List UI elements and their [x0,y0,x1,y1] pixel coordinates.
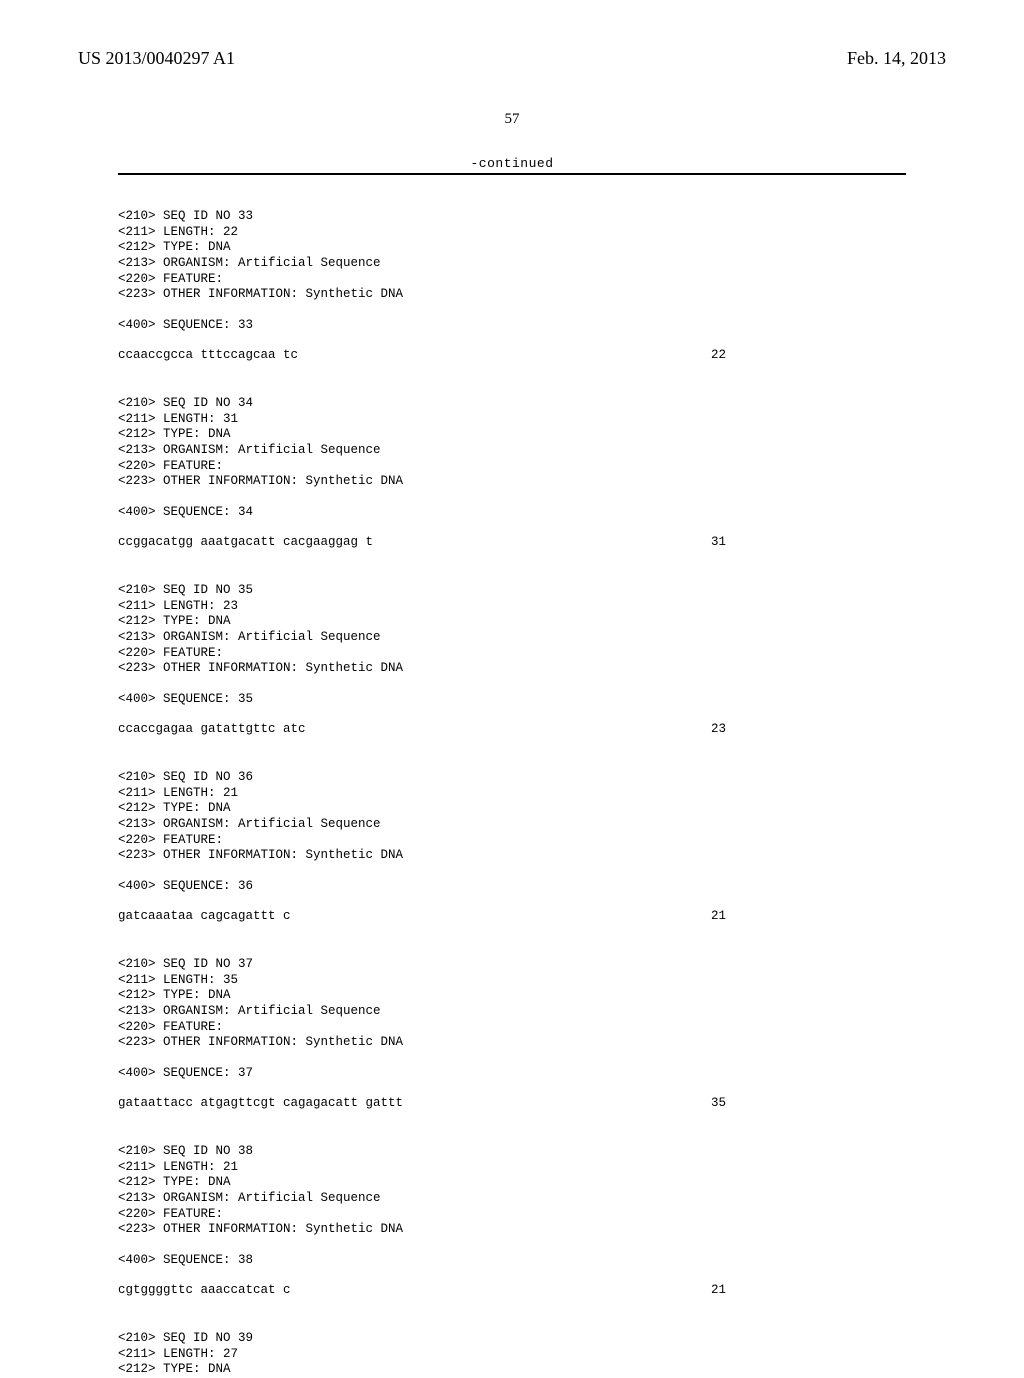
sequence-tag-line: <223> OTHER INFORMATION: Synthetic DNA [118,848,906,864]
sequence-length: 23 [711,722,730,738]
sequence-data-line: gatcaaataa cagcagattt c 21 [118,909,730,925]
sequence-entry: <210> SEQ ID NO 36<211> LENGTH: 21<212> … [118,770,906,925]
sequence-entry: <210> SEQ ID NO 35<211> LENGTH: 23<212> … [118,583,906,738]
sequence-tag-line: <210> SEQ ID NO 39 [118,1331,906,1347]
sequence-tag-line: <223> OTHER INFORMATION: Synthetic DNA [118,474,906,490]
sequence-entry: <210> SEQ ID NO 38<211> LENGTH: 21<212> … [118,1144,906,1299]
sequence-tag-line: <213> ORGANISM: Artificial Sequence [118,1004,906,1020]
sequence-tag-line: <213> ORGANISM: Artificial Sequence [118,817,906,833]
sequence-length: 22 [711,348,730,364]
sequence-tag-line: <212> TYPE: DNA [118,801,906,817]
sequence-tag-line: <210> SEQ ID NO 36 [118,770,906,786]
sequence-tag-line: <211> LENGTH: 23 [118,599,906,615]
sequence-tag-line: <220> FEATURE: [118,1207,906,1223]
sequence-tag-line: <210> SEQ ID NO 35 [118,583,906,599]
sequence-text: ccaccgagaa gatattgttc atc [118,722,306,738]
sequence-tag-line: <211> LENGTH: 21 [118,1160,906,1176]
sequence-tag-line: <211> LENGTH: 21 [118,786,906,802]
sequence-tag-line: <212> TYPE: DNA [118,427,906,443]
sequence-label: <400> SEQUENCE: 36 [118,879,906,895]
sequence-tag-line: <212> TYPE: DNA [118,1362,906,1378]
sequence-label: <400> SEQUENCE: 37 [118,1066,906,1082]
sequence-tag-line: <212> TYPE: DNA [118,988,906,1004]
sequence-text: gataattacc atgagttcgt cagagacatt gattt [118,1096,403,1112]
sequence-tag-line: <223> OTHER INFORMATION: Synthetic DNA [118,1035,906,1051]
sequence-entry: <210> SEQ ID NO 37<211> LENGTH: 35<212> … [118,957,906,1112]
sequence-tag-line: <211> LENGTH: 27 [118,1347,906,1363]
sequence-label: <400> SEQUENCE: 33 [118,318,906,334]
sequence-text: ccaaccgcca tttccagcaa tc [118,348,298,364]
sequence-listing: <210> SEQ ID NO 33<211> LENGTH: 22<212> … [118,209,906,1378]
sequence-label: <400> SEQUENCE: 35 [118,692,906,708]
sequence-tag-line: <211> LENGTH: 22 [118,225,906,241]
sequence-entry: <210> SEQ ID NO 33<211> LENGTH: 22<212> … [118,209,906,364]
sequence-entry: <210> SEQ ID NO 34<211> LENGTH: 31<212> … [118,396,906,551]
section-divider [118,173,906,175]
sequence-text: ccggacatgg aaatgacatt cacgaaggag t [118,535,373,551]
sequence-tag-line: <210> SEQ ID NO 38 [118,1144,906,1160]
sequence-tag-line: <210> SEQ ID NO 37 [118,957,906,973]
sequence-data-line: gataattacc atgagttcgt cagagacatt gattt 35 [118,1096,730,1112]
publication-date: Feb. 14, 2013 [847,48,946,69]
sequence-tag-line: <211> LENGTH: 31 [118,412,906,428]
sequence-tag-line: <210> SEQ ID NO 33 [118,209,906,225]
sequence-tag-line: <220> FEATURE: [118,833,906,849]
sequence-tag-line: <220> FEATURE: [118,459,906,475]
sequence-tag-line: <213> ORGANISM: Artificial Sequence [118,1191,906,1207]
sequence-tag-line: <210> SEQ ID NO 34 [118,396,906,412]
sequence-length: 31 [711,535,730,551]
sequence-entry: <210> SEQ ID NO 39<211> LENGTH: 27<212> … [118,1331,906,1378]
sequence-tag-line: <223> OTHER INFORMATION: Synthetic DNA [118,661,906,677]
sequence-tag-line: <211> LENGTH: 35 [118,973,906,989]
continued-label: -continued [0,156,1024,171]
sequence-tag-line: <220> FEATURE: [118,1020,906,1036]
sequence-tag-line: <213> ORGANISM: Artificial Sequence [118,443,906,459]
page-number: 57 [0,111,1024,128]
sequence-text: cgtggggttc aaaccatcat c [118,1283,291,1299]
sequence-tag-line: <213> ORGANISM: Artificial Sequence [118,256,906,272]
sequence-tag-line: <223> OTHER INFORMATION: Synthetic DNA [118,1222,906,1238]
sequence-data-line: ccggacatgg aaatgacatt cacgaaggag t 31 [118,535,730,551]
sequence-label: <400> SEQUENCE: 34 [118,505,906,521]
sequence-tag-line: <220> FEATURE: [118,272,906,288]
sequence-length: 21 [711,909,730,925]
sequence-data-line: ccaccgagaa gatattgttc atc 23 [118,722,730,738]
sequence-label: <400> SEQUENCE: 38 [118,1253,906,1269]
sequence-tag-line: <212> TYPE: DNA [118,240,906,256]
sequence-tag-line: <220> FEATURE: [118,646,906,662]
page-header: US 2013/0040297 A1 Feb. 14, 2013 [0,0,1024,75]
sequence-length: 35 [711,1096,730,1112]
sequence-tag-line: <212> TYPE: DNA [118,614,906,630]
sequence-tag-line: <212> TYPE: DNA [118,1175,906,1191]
publication-number: US 2013/0040297 A1 [78,48,235,69]
sequence-data-line: cgtggggttc aaaccatcat c 21 [118,1283,730,1299]
sequence-tag-line: <223> OTHER INFORMATION: Synthetic DNA [118,287,906,303]
sequence-tag-line: <213> ORGANISM: Artificial Sequence [118,630,906,646]
sequence-data-line: ccaaccgcca tttccagcaa tc 22 [118,348,730,364]
sequence-text: gatcaaataa cagcagattt c [118,909,291,925]
sequence-length: 21 [711,1283,730,1299]
